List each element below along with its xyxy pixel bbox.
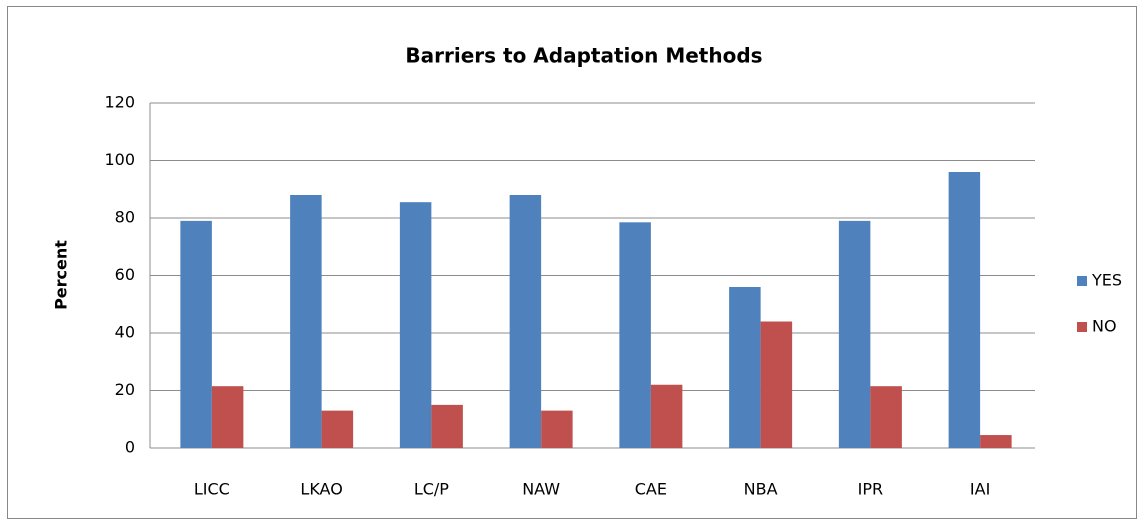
bar (650, 384, 683, 448)
bar (619, 222, 651, 448)
y-tick-label: 120 (104, 93, 135, 112)
bar (870, 386, 902, 448)
y-tick-label: 20 (115, 380, 135, 399)
x-tick-label: IAI (970, 480, 990, 499)
y-tick-label: 40 (115, 323, 135, 342)
bar (431, 404, 463, 448)
x-tick-label: NAW (522, 480, 560, 499)
bar (399, 202, 432, 448)
x-tick-label: LKAO (300, 480, 342, 499)
bar (729, 287, 761, 448)
x-tick-label: LICC (194, 480, 230, 499)
y-tick-label: 100 (104, 150, 135, 169)
x-tick-label: LC/P (414, 480, 449, 499)
legend-swatch (1077, 276, 1087, 286)
y-tick-label: 60 (115, 265, 135, 284)
bar (760, 321, 793, 448)
bar (290, 195, 322, 448)
bar (541, 410, 573, 448)
y-tick-label: 80 (115, 208, 135, 227)
y-axis-label: Percent (52, 240, 71, 310)
legend-swatch (1077, 322, 1087, 332)
bar (321, 410, 354, 448)
x-tick-label: NBA (744, 480, 778, 499)
bar (980, 435, 1012, 448)
legend-label: NO (1092, 317, 1117, 336)
bar (838, 220, 871, 448)
legend-label: YES (1091, 271, 1122, 290)
bar (211, 386, 244, 448)
chart-title: Barriers to Adaptation Methods (405, 44, 762, 68)
x-tick-label: CAE (635, 480, 667, 499)
bar (180, 220, 212, 448)
bar (509, 195, 542, 448)
bar (948, 172, 981, 448)
x-tick-label: IPR (858, 480, 883, 499)
y-tick-label: 0 (125, 438, 135, 457)
